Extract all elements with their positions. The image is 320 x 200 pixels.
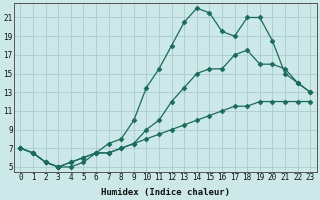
X-axis label: Humidex (Indice chaleur): Humidex (Indice chaleur) bbox=[101, 188, 230, 197]
